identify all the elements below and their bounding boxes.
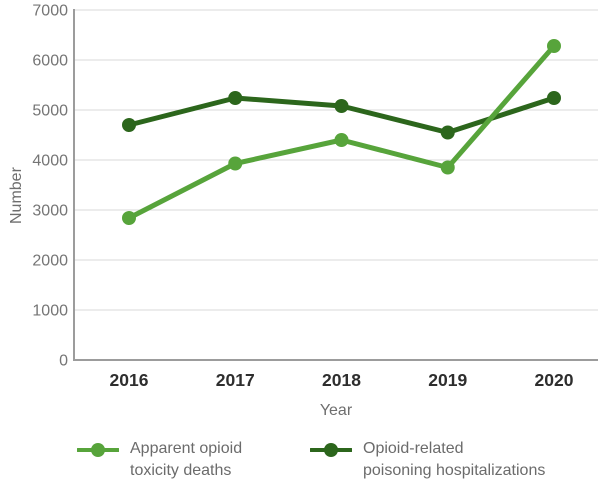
y-tick-label: 0: [59, 353, 68, 370]
y-tick-label: 1000: [32, 303, 68, 320]
data-point-marker: [334, 99, 349, 113]
data-point-marker: [547, 39, 561, 53]
x-tick-label: 2016: [110, 370, 149, 390]
legend-line-marker-icon: [77, 443, 119, 457]
y-tick-label: 4000: [32, 153, 68, 170]
data-point-marker: [122, 211, 136, 225]
legend-label: Apparent opioid toxicity deaths: [130, 438, 242, 482]
legend-item-apparent-opioid-toxicity-deaths: Apparent opioid toxicity deaths: [77, 438, 242, 482]
data-point-marker: [228, 156, 243, 171]
data-point-marker: [547, 91, 561, 105]
x-axis-title: Year: [319, 402, 353, 419]
series-line: [126, 43, 557, 221]
data-point-marker: [440, 125, 455, 140]
y-axis-title: Number: [8, 167, 25, 224]
x-tick-label: 2019: [428, 370, 467, 390]
data-point-marker: [122, 118, 136, 132]
legend-item-opioid-related-poisoning-hospitalizations: Opioid-related poisoning hospitalization…: [310, 438, 545, 482]
data-point-marker: [228, 91, 243, 105]
y-tick-label: 5000: [32, 103, 68, 120]
x-tick-label: 2017: [216, 370, 255, 390]
y-tick-label: 2000: [32, 253, 68, 270]
data-point-marker: [334, 133, 349, 147]
legend-label-line: Opioid-related: [363, 440, 464, 457]
data-point-marker: [440, 160, 455, 175]
y-tick-label: 6000: [32, 53, 68, 70]
legend-label-line: poisoning hospitalizations: [363, 462, 546, 479]
y-tick-label: 7000: [32, 3, 68, 20]
y-tick-label: 3000: [32, 203, 68, 220]
legend-label: Opioid-related poisoning hospitalization…: [363, 438, 545, 482]
legend-label-line: Apparent opioid: [130, 440, 243, 457]
x-tick-label: 2020: [535, 370, 574, 390]
legend-label-line: toxicity deaths: [130, 462, 232, 479]
legend-line-marker-icon: [310, 443, 352, 457]
x-tick-label: 2018: [322, 370, 361, 390]
